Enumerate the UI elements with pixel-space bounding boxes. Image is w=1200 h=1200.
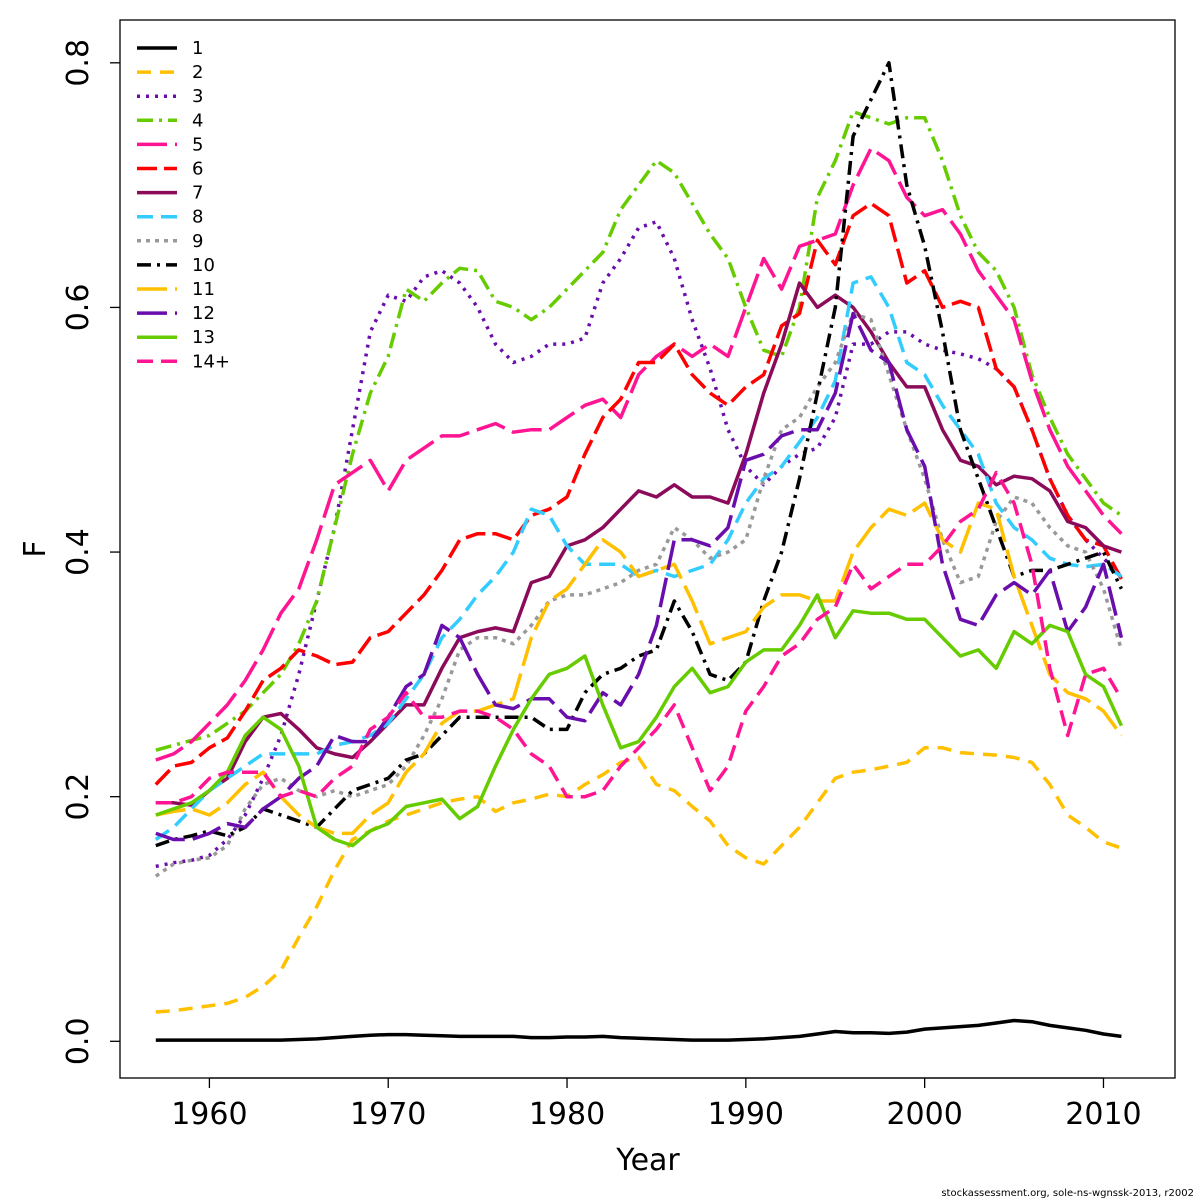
series-lines (154, 61, 1124, 1042)
y-tick-label: 0.4 (61, 528, 96, 576)
series-line-10 (155, 61, 1123, 848)
x-tick-label: 1980 (529, 1097, 605, 1132)
legend-label: 9 (192, 231, 203, 252)
legend-label: 14+ (192, 351, 230, 372)
series-line-6 (154, 201, 1123, 786)
y-tick-label: 0.8 (61, 39, 96, 87)
legend-label: 2 (192, 62, 203, 83)
legend-label: 4 (192, 110, 203, 131)
y-tick-label: 0.2 (61, 773, 96, 821)
series-line-9 (154, 311, 1124, 878)
x-axis-title: Year (615, 1143, 680, 1178)
legend-label: 11 (192, 279, 215, 300)
series-line-4 (155, 109, 1123, 752)
legend-label: 5 (192, 134, 203, 155)
y-axis: 0.0 0.2 0.4 0.6 0.8 (61, 39, 120, 1065)
x-tick-label: 2010 (1065, 1097, 1141, 1132)
series-line-13 (155, 593, 1123, 848)
series-line-1 (155, 1018, 1122, 1042)
series-line-11 (155, 501, 1123, 836)
series-line-14plus (155, 470, 1123, 805)
y-tick-label: 0.0 (61, 1017, 96, 1065)
legend-label: 10 (192, 255, 215, 276)
x-tick-label: 2000 (886, 1097, 962, 1132)
y-axis-title: F (18, 540, 53, 557)
series-line-7 (155, 281, 1122, 807)
legend-label: 7 (192, 183, 203, 204)
x-tick-label: 1990 (708, 1097, 784, 1132)
credit-text: stockassessment.org, sole-ns-wgnssk-2013… (941, 1188, 1194, 1199)
legend-label: 13 (192, 327, 215, 348)
series-line-12 (155, 311, 1124, 842)
y-tick-label: 0.6 (61, 284, 96, 332)
x-tick-label: 1960 (171, 1097, 247, 1132)
legend-label: 3 (192, 86, 203, 107)
legend-label: 6 (192, 159, 203, 180)
series-line-5 (155, 146, 1123, 762)
legend-label: 12 (192, 303, 215, 324)
series-line-2 (155, 746, 1122, 1014)
legend-label: 1 (192, 38, 203, 59)
legend-label: 8 (192, 207, 203, 228)
x-tick-label: 1970 (350, 1097, 426, 1132)
plot-frame (119, 19, 1176, 1079)
x-axis: 1960 1970 1980 1990 2000 2010 (171, 1077, 1142, 1132)
